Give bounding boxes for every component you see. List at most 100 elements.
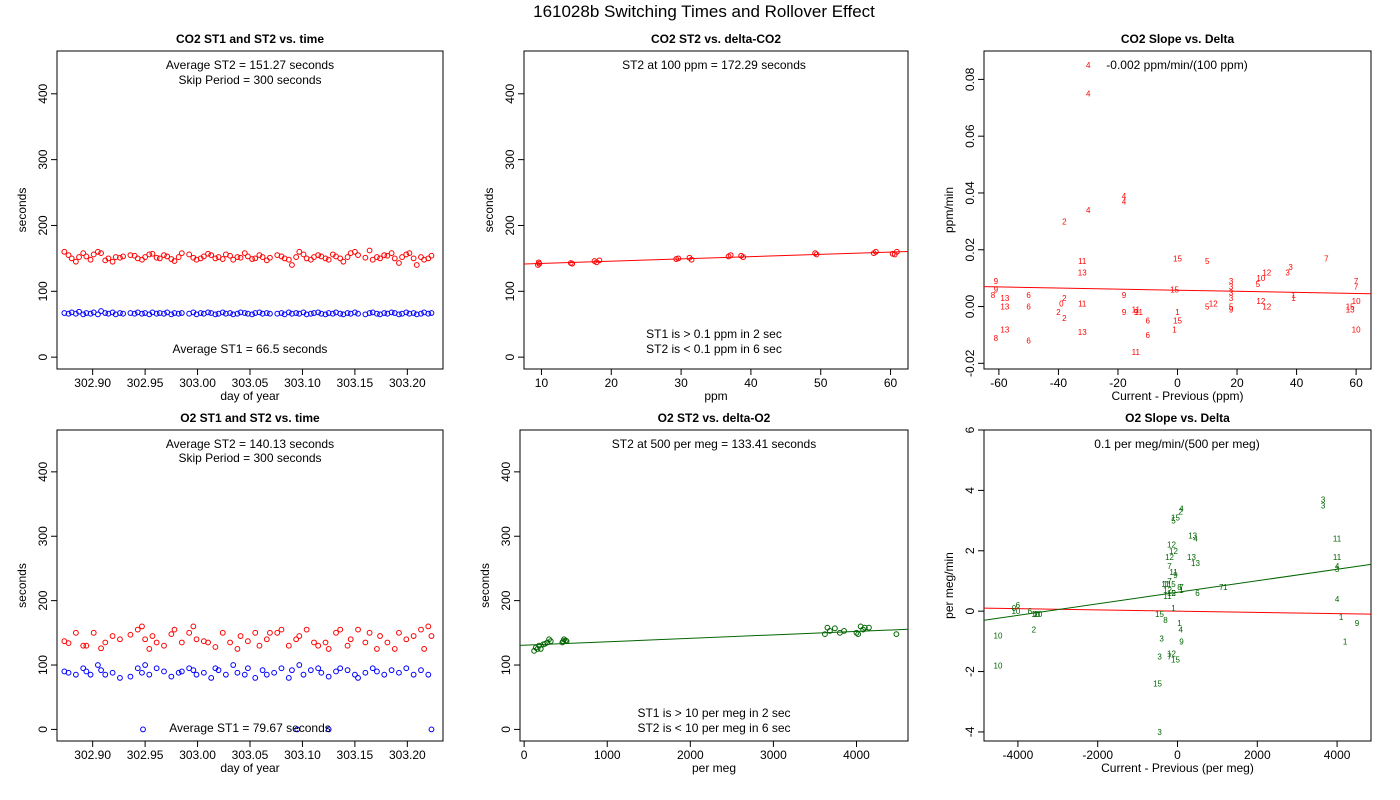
data-point xyxy=(205,639,211,646)
panel-title: CO2 ST1 and ST2 vs. time xyxy=(176,32,324,46)
point-label: 1 xyxy=(1343,637,1348,646)
data-point xyxy=(325,726,332,733)
data-point xyxy=(161,310,167,317)
data-point xyxy=(285,642,292,649)
point-label: 10 xyxy=(994,631,1003,640)
data-point xyxy=(146,251,153,258)
point-label: 8 xyxy=(991,291,996,300)
data-point xyxy=(296,248,303,255)
panel-o2-slope: O2 Slope vs. Delta -4000 -2000 0 2000 4000 Cur… xyxy=(942,411,1372,775)
point-label: 4 xyxy=(1086,61,1091,70)
x-tick-label: 302.90 xyxy=(74,376,111,390)
data-point xyxy=(98,667,104,674)
data-point xyxy=(418,667,424,674)
point-label: 2 xyxy=(1034,610,1039,619)
point-label: 6 xyxy=(1026,303,1031,312)
point-label: 13 xyxy=(1187,553,1196,562)
x-tick-label: 303.00 xyxy=(179,748,216,762)
data-point xyxy=(200,669,207,676)
point-label: 11 xyxy=(1163,592,1172,601)
data-point xyxy=(893,631,900,638)
point-label: 5 xyxy=(1171,589,1176,598)
data-point xyxy=(139,310,145,317)
data-point xyxy=(252,255,259,262)
point-label: 3 xyxy=(1229,283,1234,292)
data-point xyxy=(347,636,354,643)
point-label: 12 xyxy=(1169,547,1178,556)
data-point xyxy=(127,631,134,638)
data-point xyxy=(366,629,373,636)
data-point xyxy=(362,669,369,676)
data-point xyxy=(161,642,167,649)
point-label: 7 xyxy=(1354,277,1359,286)
data-point xyxy=(294,726,301,733)
point-label: 9 xyxy=(1173,571,1178,580)
data-point xyxy=(263,310,270,316)
panel-title: O2 Slope vs. Delta xyxy=(1125,411,1230,425)
data-point xyxy=(161,668,167,675)
y-axis-label: seconds xyxy=(15,188,29,233)
data-point xyxy=(80,250,87,257)
point-label: 5 xyxy=(1256,280,1261,289)
data-point xyxy=(351,248,358,255)
x-tick-label: 10 xyxy=(535,376,549,390)
x-tick-label: 2000 xyxy=(677,748,704,762)
point-label: 10 xyxy=(1031,610,1040,619)
data-point xyxy=(83,668,90,675)
data-point xyxy=(112,254,119,260)
point-label: 3 xyxy=(1335,565,1340,574)
point-label: 4 xyxy=(1335,595,1340,604)
data-point xyxy=(142,636,149,643)
point-label: 0 xyxy=(1059,300,1064,309)
data-point xyxy=(374,254,380,260)
point-label: 11 xyxy=(1078,300,1087,309)
data-point xyxy=(153,310,160,317)
data-point xyxy=(425,623,432,630)
point-label: 5 xyxy=(1229,303,1234,312)
point-label: 7 xyxy=(1179,583,1184,592)
data-point xyxy=(278,665,285,672)
data-point xyxy=(72,671,79,678)
data-point xyxy=(245,638,251,645)
data-point xyxy=(230,256,237,263)
data-point xyxy=(315,642,322,649)
data-point xyxy=(109,258,116,265)
data-point xyxy=(428,310,435,316)
data-point xyxy=(80,665,87,672)
data-point xyxy=(90,629,97,636)
data-point xyxy=(727,252,734,258)
data-point xyxy=(315,665,322,672)
data-point xyxy=(109,669,116,676)
y-tick-label: 400 xyxy=(36,83,50,103)
data-point xyxy=(547,638,554,645)
data-point xyxy=(418,254,424,260)
y-tick-label: 400 xyxy=(36,462,50,482)
data-point xyxy=(83,310,90,316)
data-point xyxy=(293,310,300,316)
plot-frame xyxy=(523,50,909,370)
data-point xyxy=(102,639,109,646)
point-label: 10 xyxy=(1033,610,1042,619)
x-tick-label: 0 xyxy=(1174,748,1181,762)
data-point xyxy=(222,671,229,678)
point-label: 2 xyxy=(1178,508,1183,517)
data-point xyxy=(83,253,90,260)
data-point xyxy=(205,309,211,316)
point-label: 4 xyxy=(1122,192,1127,201)
panel-title: CO2 Slope vs. Delta xyxy=(1121,32,1235,46)
y-tick-label: 0 xyxy=(503,353,517,360)
point-label: 1 xyxy=(1179,586,1184,595)
data-point xyxy=(237,254,244,261)
data-point xyxy=(285,256,292,263)
plot-area xyxy=(61,247,435,318)
data-point xyxy=(418,626,424,633)
data-point xyxy=(289,262,295,268)
data-point xyxy=(190,623,197,630)
data-point xyxy=(249,256,255,262)
y-tick-label: 300 xyxy=(36,149,50,169)
annotation-st2-rule: ST2 is < 10 per meg in 6 sec xyxy=(637,721,790,735)
x-tick-label: 303.10 xyxy=(284,748,321,762)
data-point xyxy=(388,667,395,674)
data-point xyxy=(230,311,237,318)
data-point xyxy=(303,626,310,633)
